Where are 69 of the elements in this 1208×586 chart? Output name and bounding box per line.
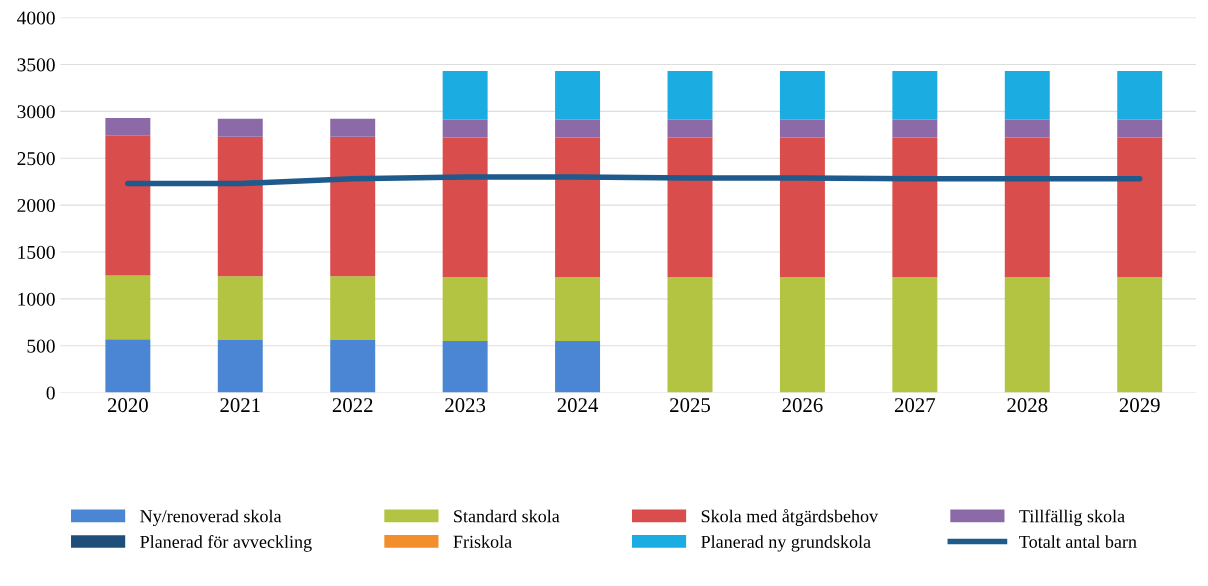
bar	[105, 275, 151, 340]
bar	[217, 136, 263, 277]
bar	[330, 340, 376, 393]
bar	[217, 276, 263, 341]
bar	[1004, 137, 1050, 278]
bar	[779, 71, 825, 120]
y-tick-label: 2000	[17, 198, 55, 213]
bar	[892, 71, 938, 120]
bar	[779, 137, 825, 278]
bar	[330, 118, 376, 137]
bar	[330, 136, 376, 277]
bar	[217, 118, 263, 137]
bar	[667, 137, 713, 278]
bar	[1117, 71, 1163, 120]
bar	[442, 119, 488, 138]
x-tick-label: 2029	[1119, 398, 1160, 413]
bar	[105, 339, 151, 393]
bar	[555, 137, 601, 278]
bar	[1004, 277, 1050, 393]
legend-label: Totalt antal barn	[1019, 535, 1137, 548]
bar	[330, 276, 376, 341]
bar	[442, 137, 488, 278]
x-tick-label: 2024	[557, 398, 599, 413]
y-tick-label: 2500	[17, 152, 55, 166]
bar	[105, 135, 151, 276]
x-tick-label: 2026	[782, 398, 823, 413]
bar	[667, 71, 713, 120]
bar	[892, 137, 938, 278]
bar	[442, 341, 488, 393]
bar	[1117, 277, 1163, 393]
legend-label: Planerad ny grundskola	[701, 535, 871, 552]
legend-label: Ny/renoverad skola	[140, 509, 282, 527]
bar	[667, 277, 713, 393]
bar	[892, 277, 938, 393]
bar	[1004, 119, 1050, 138]
y-tick-label: 3500	[17, 58, 55, 72]
bar	[779, 277, 825, 393]
legend-label: Friskola	[453, 535, 512, 548]
bar	[779, 119, 825, 138]
x-tick-label: 2023	[445, 398, 486, 413]
y-tick-label: 0	[46, 386, 55, 400]
bar	[217, 340, 263, 393]
y-tick-label: 3000	[17, 105, 55, 119]
x-tick-label: 2025	[670, 398, 711, 413]
bar	[555, 341, 601, 393]
x-tick-label: 2021	[220, 398, 260, 413]
bar	[667, 119, 713, 138]
y-tick-label: 1000	[18, 292, 55, 306]
y-tick-label: 500	[27, 339, 55, 353]
legend-label: Skola med åtgärdsbehov	[701, 509, 879, 527]
bar	[442, 71, 488, 120]
x-tick-label: 2022	[332, 398, 373, 413]
legend-label: Tillfällig skola	[1019, 509, 1125, 527]
bar	[105, 117, 151, 136]
x-tick-label: 2027	[894, 398, 936, 413]
bar	[1117, 137, 1163, 278]
bar	[1004, 71, 1050, 120]
y-tick-label: 1500	[18, 245, 55, 259]
bar	[1117, 119, 1163, 138]
bar	[892, 119, 938, 138]
bar	[555, 71, 601, 120]
legend-label: Planerad för avveckling	[140, 535, 312, 552]
y-tick-label: 4000	[17, 11, 55, 25]
bar	[555, 119, 601, 138]
legend-label: Standard skola	[454, 509, 560, 523]
x-tick-label: 2028	[1007, 398, 1048, 413]
bar	[555, 277, 601, 342]
x-tick-label: 2020	[107, 398, 148, 413]
bar	[442, 277, 488, 342]
